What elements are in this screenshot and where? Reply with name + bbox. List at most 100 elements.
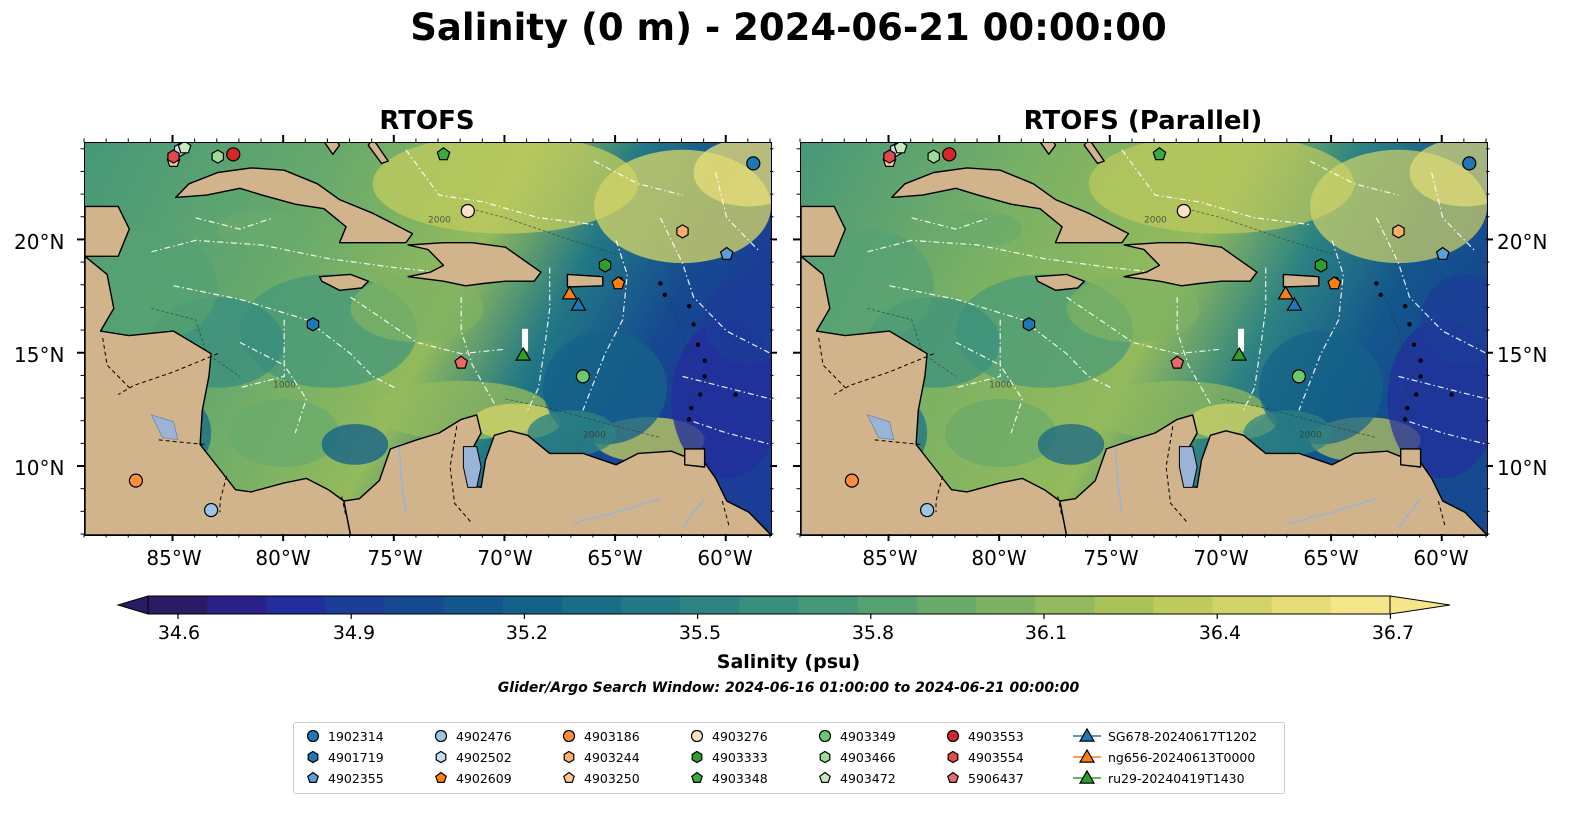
legend-marker-icon bbox=[947, 771, 959, 783]
island bbox=[695, 342, 701, 347]
lake-maracaibo bbox=[1178, 446, 1198, 488]
colorbar-segment bbox=[916, 596, 977, 614]
salinity-patch bbox=[1420, 274, 1487, 366]
observation-marker bbox=[893, 143, 908, 154]
observation-marker bbox=[611, 276, 626, 290]
right-map-panel[interactable]: 1000 2000 2000 bbox=[800, 142, 1488, 536]
salinity-patch bbox=[350, 274, 484, 343]
island bbox=[1407, 322, 1412, 327]
observation-marker bbox=[436, 147, 451, 161]
legend-entry: 4902502 bbox=[432, 747, 512, 767]
left-lon-label-75w: 75°W bbox=[367, 546, 423, 570]
legend-marker bbox=[434, 729, 448, 743]
country-border bbox=[873, 439, 921, 445]
left-map-canvas: 1000 2000 2000 bbox=[85, 143, 771, 535]
right-lon-label-75w: 75°W bbox=[1083, 546, 1139, 570]
bathymetry-label: 2000 bbox=[1299, 431, 1322, 441]
legend-marker-icon bbox=[691, 750, 703, 764]
legend-entry: SG678-20240617T1202 bbox=[1072, 726, 1257, 746]
legend-entry: 4901719 bbox=[304, 747, 384, 767]
colorbar-segment bbox=[1330, 596, 1391, 614]
land-bahamas1 bbox=[1040, 143, 1057, 156]
land-central-america bbox=[85, 255, 352, 535]
eez-boundary bbox=[955, 319, 1001, 389]
bathymetry-contour bbox=[505, 398, 661, 438]
eez-boundary bbox=[582, 240, 628, 411]
left-map-panel[interactable]: 1000 2000 2000 bbox=[84, 142, 772, 536]
salinity-patch bbox=[944, 399, 1056, 468]
bathymetry-label: 2000 bbox=[583, 431, 606, 441]
country-border bbox=[1437, 500, 1446, 527]
legend-marker-icon bbox=[1073, 748, 1101, 763]
land-trinidad bbox=[1400, 448, 1422, 468]
land-south-america bbox=[1059, 414, 1487, 535]
legend-entry: 4903554 bbox=[944, 747, 1024, 767]
colorbar-segment bbox=[325, 596, 386, 614]
legend-marker-icon bbox=[819, 771, 831, 783]
island bbox=[686, 417, 692, 422]
salinity-patch bbox=[527, 410, 617, 456]
eez-boundary bbox=[239, 319, 285, 389]
colorbar-tick-label: 36.4 bbox=[1198, 622, 1242, 644]
right-lon-label-70w: 70°W bbox=[1193, 546, 1249, 570]
legend-entry: ru29-20240419T1430 bbox=[1072, 768, 1245, 788]
salinity-patch bbox=[704, 274, 771, 366]
glider-track bbox=[1238, 328, 1245, 352]
legend-label: 4902476 bbox=[456, 728, 512, 744]
legend-entry: 4902355 bbox=[304, 768, 384, 788]
observation-marker bbox=[561, 285, 578, 300]
observation-marker bbox=[1176, 203, 1191, 219]
river bbox=[1114, 446, 1123, 513]
observation-marker bbox=[515, 346, 532, 361]
country-border bbox=[341, 496, 347, 518]
legend-label: 4902502 bbox=[456, 749, 512, 765]
legend-marker-icon bbox=[1073, 727, 1101, 742]
legend-label: ru29-20240419T1430 bbox=[1108, 770, 1245, 786]
island bbox=[1402, 417, 1408, 422]
observation-marker bbox=[226, 147, 241, 162]
legend-label: 4902355 bbox=[328, 770, 384, 786]
right-lon-label-65w: 65°W bbox=[1303, 546, 1359, 570]
colorbar-segment bbox=[1094, 596, 1154, 614]
legend-marker bbox=[818, 729, 832, 743]
colorbar-tick-label: 34.9 bbox=[332, 622, 376, 644]
legend-label: 4903186 bbox=[584, 728, 640, 744]
lake-maracaibo bbox=[462, 446, 482, 488]
land-cuba bbox=[890, 167, 1130, 244]
legend-entry: 4903333 bbox=[688, 747, 768, 767]
observation-marker bbox=[598, 258, 612, 273]
legend-marker-icon bbox=[690, 729, 704, 743]
observation-marker bbox=[1291, 369, 1307, 384]
bathymetry-contour bbox=[151, 308, 241, 377]
bathymetry-label: 2000 bbox=[428, 215, 451, 225]
legend-marker-icon bbox=[1073, 769, 1101, 784]
glider-track bbox=[522, 328, 529, 352]
observation-marker bbox=[1462, 156, 1477, 171]
land-jamaica bbox=[318, 273, 369, 292]
country-border bbox=[935, 475, 944, 513]
observation-marker bbox=[460, 203, 475, 219]
legend-marker bbox=[435, 771, 447, 783]
eez-boundary bbox=[460, 297, 495, 404]
salinity-patch bbox=[933, 210, 1023, 248]
right-lat-label-10n: 10°N bbox=[1497, 456, 1548, 480]
colorbar-tick-label: 35.5 bbox=[678, 622, 722, 644]
legend-label: 4901719 bbox=[328, 749, 384, 765]
river bbox=[398, 446, 407, 513]
legend-entry: ng656-20240613T0000 bbox=[1072, 747, 1255, 767]
eez-boundary bbox=[1309, 160, 1399, 196]
island bbox=[1418, 358, 1423, 363]
land-hispaniola bbox=[407, 241, 542, 287]
colorbar-segment bbox=[621, 596, 681, 614]
observation-marker bbox=[211, 149, 224, 164]
observation-marker bbox=[1277, 285, 1294, 300]
lake-nicaragua bbox=[866, 414, 895, 441]
eez-boundary bbox=[405, 149, 595, 226]
left-lat-label-20n: 20°N bbox=[14, 230, 65, 254]
lake-nicaragua bbox=[150, 414, 179, 441]
observation-marker bbox=[1231, 346, 1248, 361]
colorbar-segment bbox=[148, 596, 208, 614]
legend-label: 4902609 bbox=[456, 770, 512, 786]
land-central-america bbox=[801, 255, 1068, 535]
island bbox=[702, 374, 707, 379]
